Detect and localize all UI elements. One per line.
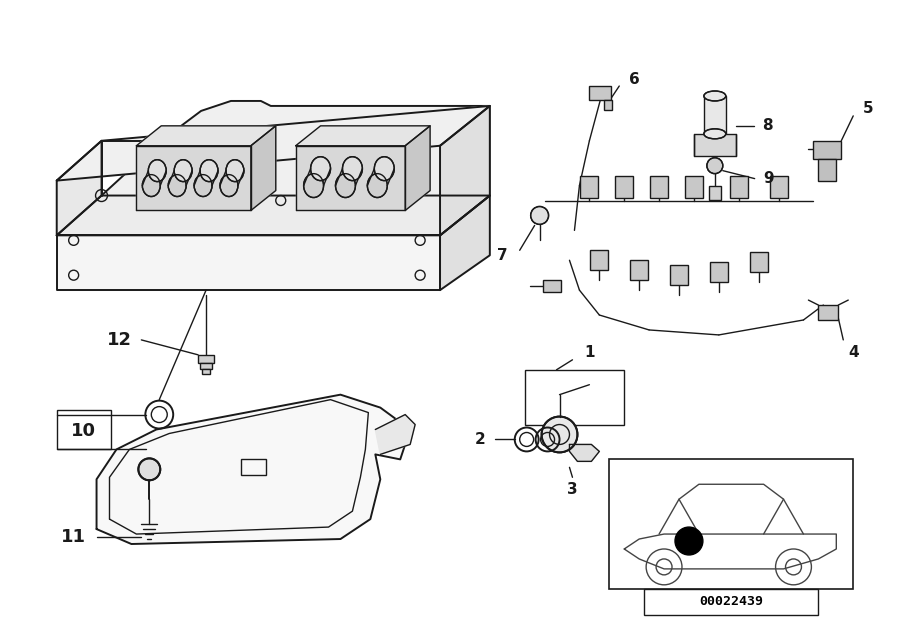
Bar (818, 305, 838, 320)
Circle shape (675, 527, 703, 555)
Circle shape (542, 417, 578, 452)
Ellipse shape (310, 157, 330, 180)
Bar (685, 176, 703, 197)
Bar (694, 134, 735, 156)
Bar (543, 280, 561, 292)
Ellipse shape (303, 173, 324, 197)
Text: 10: 10 (71, 422, 96, 441)
Bar (750, 252, 768, 272)
Polygon shape (57, 106, 490, 180)
Polygon shape (659, 485, 804, 534)
Polygon shape (296, 126, 430, 146)
Ellipse shape (168, 175, 186, 196)
Ellipse shape (343, 157, 363, 180)
Bar (590, 86, 611, 100)
Polygon shape (440, 106, 490, 236)
Text: 6: 6 (629, 72, 640, 86)
Circle shape (706, 157, 723, 173)
Bar (200, 363, 212, 369)
Bar (814, 141, 842, 159)
Ellipse shape (704, 91, 725, 101)
Bar (580, 176, 598, 197)
Polygon shape (137, 146, 251, 210)
Bar (644, 589, 818, 615)
Bar (525, 370, 625, 425)
Bar (818, 159, 836, 180)
Ellipse shape (226, 159, 244, 182)
Bar (57, 410, 112, 450)
Text: 8: 8 (762, 118, 773, 133)
Polygon shape (405, 126, 430, 210)
Bar (198, 355, 214, 363)
Ellipse shape (200, 159, 218, 182)
Polygon shape (57, 236, 440, 290)
Bar (616, 176, 634, 197)
Ellipse shape (194, 175, 212, 196)
Polygon shape (57, 141, 102, 236)
Text: 5: 5 (863, 102, 874, 116)
Ellipse shape (220, 175, 238, 196)
Bar (202, 369, 210, 374)
Ellipse shape (336, 173, 356, 197)
Bar (704, 96, 725, 134)
Circle shape (139, 458, 160, 480)
Polygon shape (296, 146, 405, 210)
Bar (630, 260, 648, 280)
Text: 1: 1 (584, 345, 595, 360)
Ellipse shape (175, 159, 192, 182)
Ellipse shape (374, 157, 394, 180)
Bar (604, 100, 612, 110)
Text: 00022439: 00022439 (699, 595, 763, 608)
Polygon shape (625, 534, 836, 569)
Bar (709, 185, 721, 199)
Polygon shape (375, 415, 415, 455)
Bar (609, 459, 853, 589)
Text: 12: 12 (107, 331, 132, 349)
Ellipse shape (367, 173, 387, 197)
Polygon shape (251, 126, 275, 210)
Polygon shape (57, 196, 490, 236)
Text: 9: 9 (763, 171, 774, 186)
Bar (670, 265, 688, 285)
Polygon shape (137, 126, 275, 146)
Bar (590, 250, 608, 271)
Polygon shape (96, 395, 410, 544)
Polygon shape (440, 196, 490, 290)
Polygon shape (570, 444, 599, 462)
Bar (710, 262, 728, 282)
Bar (241, 459, 266, 476)
Bar (730, 176, 748, 197)
Polygon shape (102, 101, 490, 196)
Text: 4: 4 (848, 345, 859, 360)
Text: 11: 11 (61, 528, 86, 546)
Text: 2: 2 (474, 432, 485, 447)
Ellipse shape (704, 129, 725, 139)
Bar (650, 176, 668, 197)
Text: 3: 3 (567, 482, 578, 497)
Ellipse shape (142, 175, 160, 196)
Bar (770, 176, 788, 197)
Text: 7: 7 (498, 248, 508, 263)
Ellipse shape (148, 159, 166, 182)
Circle shape (531, 206, 549, 224)
